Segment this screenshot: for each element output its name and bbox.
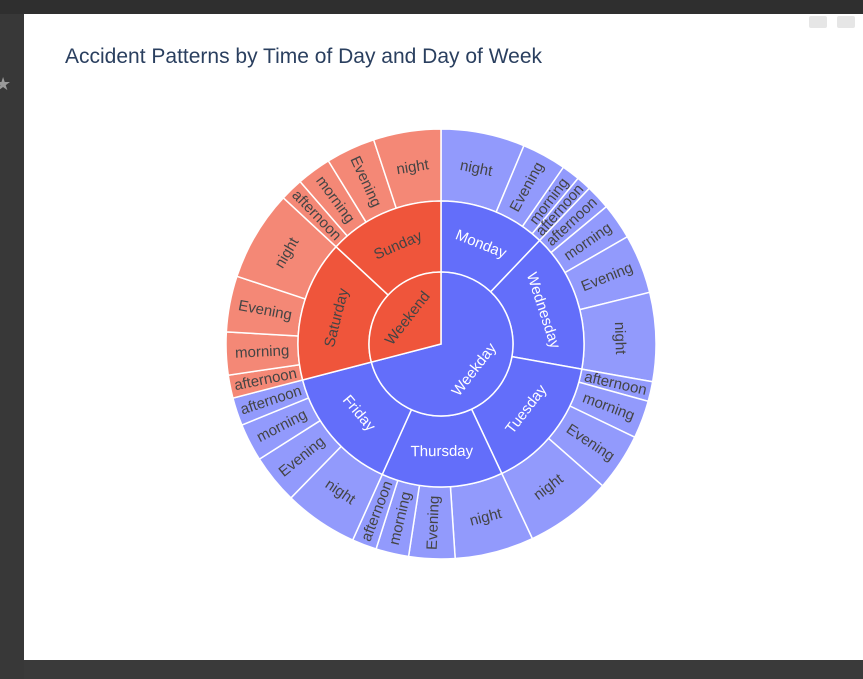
weekend-slice[interactable] bbox=[368, 271, 442, 364]
left-gutter: ★ bbox=[0, 14, 24, 679]
bar-chart-icon[interactable] bbox=[837, 16, 855, 28]
plot-panel: Accident Patterns by Time of Day and Day… bbox=[24, 14, 863, 660]
modebar bbox=[809, 16, 855, 28]
star-icon: ★ bbox=[0, 74, 12, 94]
weekend-saturday-morning-label: morning bbox=[235, 342, 290, 361]
weekday-wednesday-night-label: night bbox=[611, 322, 629, 356]
weekday-thursday-label: Thursday bbox=[411, 443, 474, 460]
window-bottom-bar bbox=[24, 660, 863, 679]
weekday-thursday-evening-label: Evening bbox=[424, 495, 443, 550]
weekday-monday-night-label: night bbox=[459, 157, 495, 180]
weekday-slice[interactable] bbox=[370, 271, 514, 417]
window-top-bar bbox=[0, 0, 863, 14]
weekend-sunday-night-label: night bbox=[395, 156, 431, 178]
chart-title: Accident Patterns by Time of Day and Day… bbox=[65, 45, 543, 68]
camera-icon[interactable] bbox=[809, 16, 827, 28]
